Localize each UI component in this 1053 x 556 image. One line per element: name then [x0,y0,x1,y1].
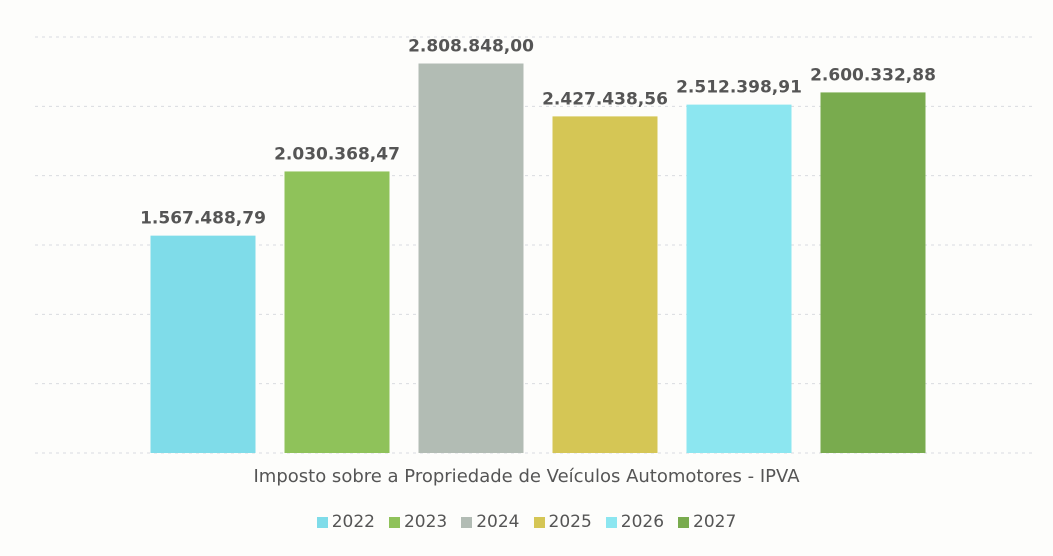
bar-2027 [820,92,926,454]
legend-swatch [388,516,400,528]
legend-swatch [316,516,328,528]
data-label-2024: 2.808.848,00 [408,37,534,57]
legend-swatch [605,516,617,528]
legend-swatch [533,516,545,528]
x-axis-label: Imposto sobre a Propriedade de Veículos … [253,466,800,487]
legend-label: 2026 [620,512,665,532]
data-labels: 1.567.488,79 2.030.368,47 2.808.848,00 2.42… [140,37,936,229]
data-label-2026: 2.512.398,91 [676,78,802,98]
data-label-2027: 2.600.332,88 [810,65,936,85]
data-label-2022: 1.567.488,79 [140,209,266,229]
legend-label: 2025 [548,512,592,532]
bar-2023 [284,171,390,453]
legend-label: 2022 [331,512,375,532]
bar-2026 [686,104,792,454]
bars [150,63,926,454]
legend-swatch [461,516,473,528]
bar-2025 [552,116,658,453]
legend-item-2026: 2026 [605,512,665,532]
legend-item-2025: 2025 [533,512,592,532]
data-label-2023: 2.030.368,47 [274,144,400,164]
legend-item-2024: 2024 [461,512,520,532]
data-label-2025: 2.427.438,56 [542,89,668,109]
legend-label: 2024 [476,512,520,532]
chart-plot: 1.567.488,79 2.030.368,47 2.808.848,00 2.42… [35,36,1035,454]
legend-swatch [678,516,690,528]
legend-label: 2027 [693,512,737,532]
legend-item-2027: 2027 [678,512,736,532]
legend-item-2023: 2023 [388,512,448,532]
bar-2024 [418,63,524,454]
bar-2022 [150,235,256,453]
legend-label: 2023 [403,512,448,532]
legend: 2022 2023 2024 2025 2026 2027 [0,512,1053,532]
legend-item-2022: 2022 [316,512,375,532]
